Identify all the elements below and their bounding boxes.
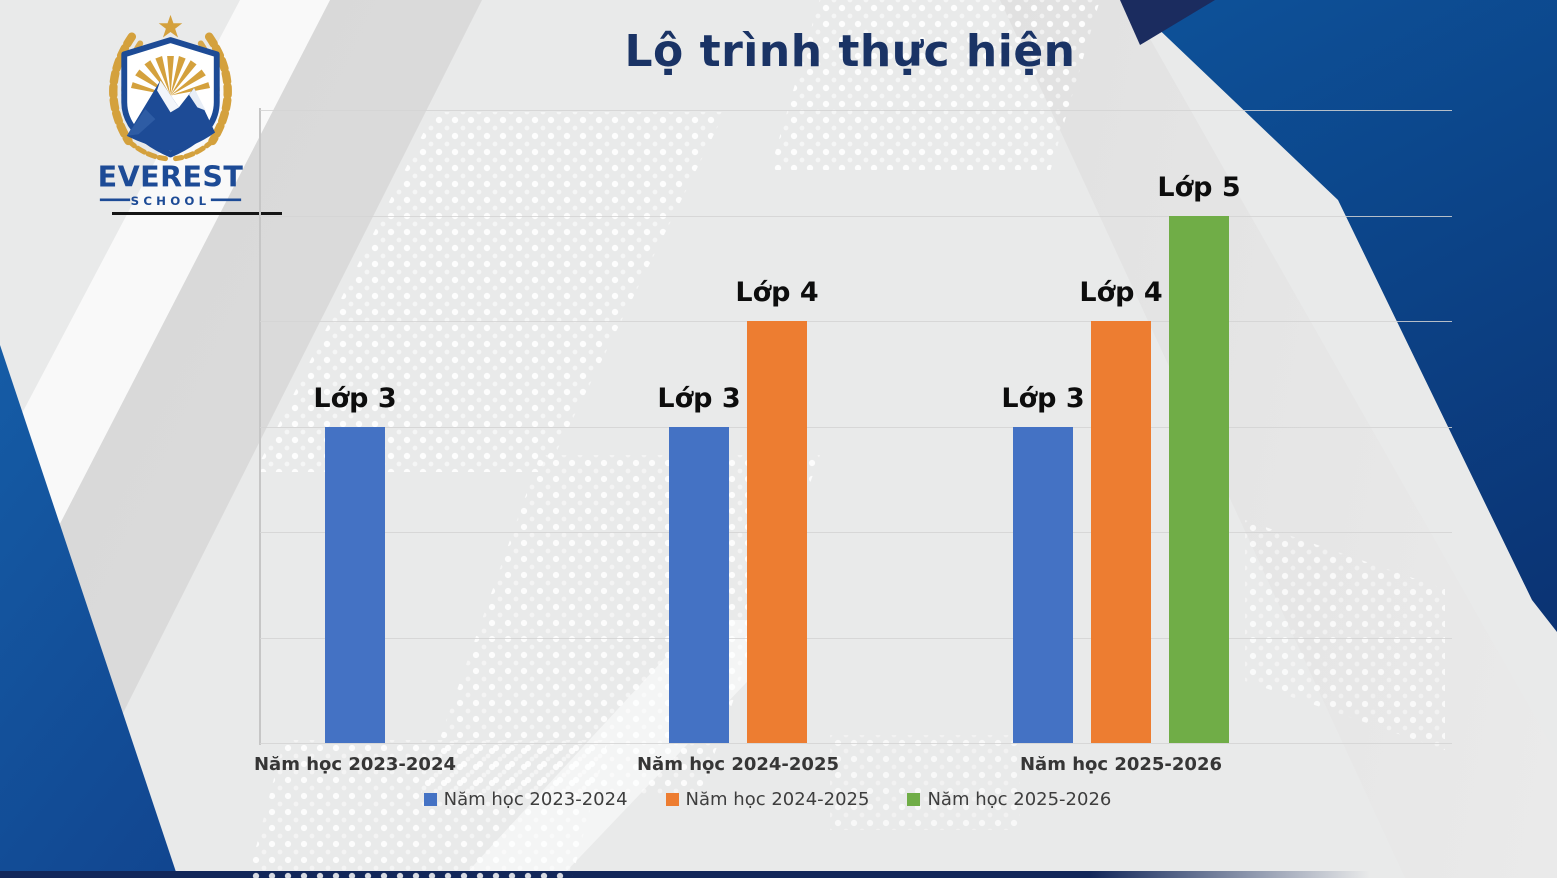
sun-rays-icon — [130, 56, 211, 96]
legend-swatch — [665, 793, 679, 806]
legend-label: Năm học 2024-2025 — [685, 789, 870, 810]
gridline — [260, 215, 1452, 217]
category-label: Năm học 2025-2026 — [1019, 754, 1223, 775]
bar-value-label: Lớp 3 — [1001, 382, 1085, 414]
bar — [1169, 215, 1229, 743]
everest-school-logo: EVEREST SCHOOL — [98, 14, 244, 208]
legend-item: Năm học 2023-2024 — [423, 789, 628, 810]
gridline — [260, 743, 1452, 744]
bg-halftone-dots — [830, 735, 1020, 830]
legend-swatch — [423, 793, 437, 806]
chart-legend: Năm học 2023-2024 Năm học 2024-2025 Năm họ… — [300, 789, 1235, 810]
bar — [747, 321, 807, 743]
bar-value-label: Lớp 3 — [313, 382, 397, 414]
bar-value-label: Lớp 5 — [1157, 171, 1241, 203]
bg-halftone-dots — [770, 0, 1100, 170]
logo-subtitle: SCHOOL — [131, 194, 211, 208]
bg-halftone-dots — [248, 740, 608, 878]
gridline — [260, 532, 1452, 533]
bar — [1013, 426, 1073, 743]
bar — [1091, 321, 1151, 743]
gridline — [260, 321, 1452, 322]
page-title: Lộ trình thực hiện — [624, 26, 1076, 77]
gridline — [260, 637, 1452, 639]
bar-value-label: Lớp 4 — [1079, 277, 1163, 308]
bar-value-label: Lớp 4 — [735, 277, 819, 308]
category-label: Năm học 2023-2024 — [253, 754, 457, 775]
legend-label: Năm học 2023-2024 — [443, 789, 628, 810]
star-icon — [158, 14, 183, 38]
bar — [669, 426, 729, 743]
bar-value-label: Lớp 3 — [657, 382, 741, 414]
gridline — [260, 426, 1452, 428]
category-label: Năm học 2024-2025 — [636, 754, 840, 775]
legend-item: Năm học 2024-2025 — [665, 789, 870, 810]
legend-swatch — [907, 793, 921, 806]
logo-underline — [112, 212, 282, 215]
bar — [325, 426, 385, 743]
gridline — [260, 110, 1452, 111]
legend-label: Năm học 2025-2026 — [927, 789, 1112, 810]
legend-item: Năm học 2025-2026 — [907, 789, 1111, 810]
bg-bottom-navy-strip — [0, 871, 1557, 878]
mountain-icon — [126, 80, 216, 152]
logo-wordmark: EVEREST — [98, 159, 244, 193]
